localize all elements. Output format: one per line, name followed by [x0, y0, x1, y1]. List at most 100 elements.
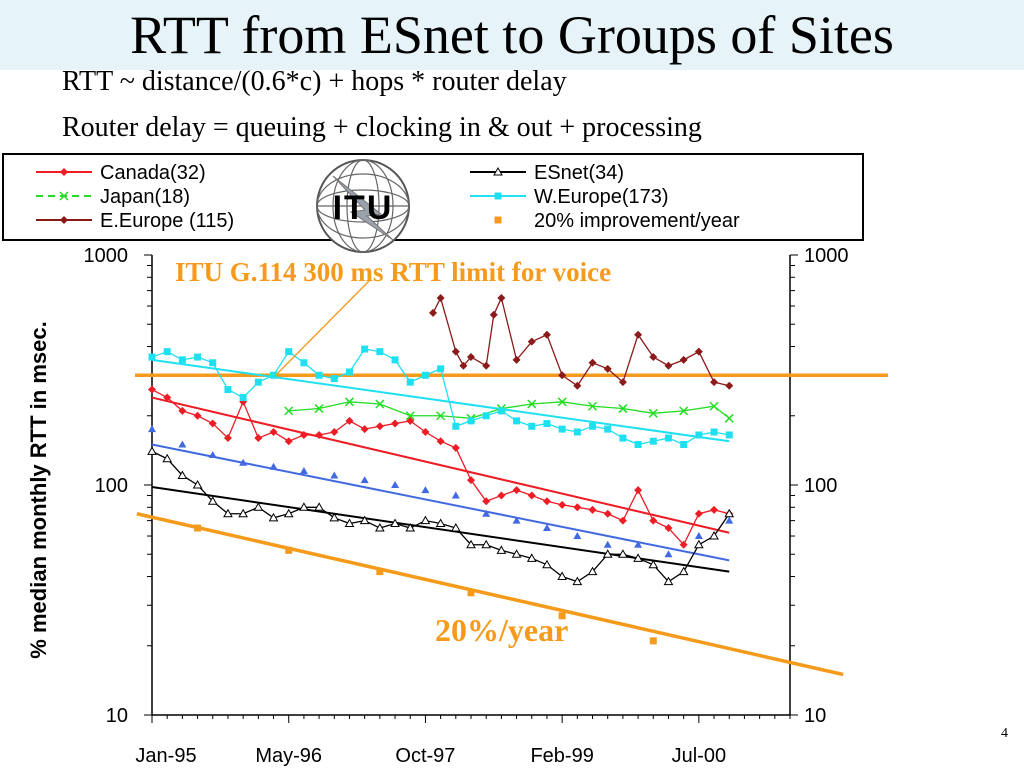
legend-label-japan: Japan(18): [100, 186, 190, 208]
eeurope-point: [603, 364, 612, 373]
esnet-point: [420, 515, 431, 525]
blue_series-point: [573, 532, 582, 540]
esnet-point: [587, 566, 598, 576]
eeurope-point: [459, 361, 468, 370]
esnet-series-line: [151, 450, 730, 583]
rate-annotation: 20%/year: [435, 612, 568, 648]
esnet-point: [192, 479, 203, 489]
x-tick-label: Jul-00: [672, 745, 726, 767]
blue_series-point: [269, 462, 278, 470]
canada-point: [254, 434, 263, 443]
weurope-point: [725, 431, 733, 439]
weurope-point: [406, 378, 414, 386]
weurope-point: [163, 348, 171, 356]
weurope-point: [528, 422, 536, 430]
canada-point: [573, 503, 582, 512]
esnet-point: [693, 539, 704, 549]
canada-point: [193, 411, 202, 420]
esnet-point: [633, 553, 643, 562]
canada-point: [406, 416, 415, 425]
canada-point: [451, 443, 460, 452]
eeurope-point: [634, 330, 643, 339]
canada-point: [421, 427, 430, 436]
canada-point: [360, 425, 369, 434]
weurope-point: [345, 368, 353, 376]
x-tick-label: Oct-97: [395, 745, 455, 767]
eeurope-point: [542, 330, 551, 339]
voice-limit-annotation: ITU G.114 300 ms RTT limit for voice: [175, 257, 611, 287]
weurope-point: [558, 425, 566, 433]
improvement-point: [649, 637, 657, 645]
legend-marker-esnet: [493, 166, 503, 176]
weurope-point: [573, 428, 581, 436]
canada-point: [178, 406, 187, 415]
legend-marker-weurope: [494, 192, 502, 200]
japan-point: [709, 401, 719, 411]
weurope-point: [634, 440, 642, 448]
eeurope-point: [512, 355, 521, 364]
esnet-point: [724, 508, 735, 518]
weurope-point: [437, 365, 445, 373]
weurope-point: [680, 440, 688, 448]
eeurope-point: [618, 378, 627, 387]
title-bar: [0, 0, 1024, 70]
legend-label-esnet: ESnet(34): [534, 162, 624, 184]
japan-point: [344, 397, 355, 407]
canada-point: [284, 437, 293, 446]
improvement-point: [376, 568, 384, 576]
esnet-point: [511, 549, 522, 558]
eeurope-point: [649, 353, 658, 362]
canada-point: [269, 427, 278, 436]
japan-series-line: [288, 401, 730, 419]
canada-point: [603, 509, 612, 518]
japan-point: [557, 397, 567, 407]
esnet-point: [663, 576, 674, 586]
blue_series-point: [391, 481, 400, 488]
blue_series-point: [178, 440, 187, 448]
legend-marker-eeurope: [60, 216, 68, 224]
eeurope-point: [573, 381, 582, 390]
eeurope-point: [436, 294, 445, 303]
canada-point: [694, 509, 703, 518]
blue_series-point: [542, 524, 551, 532]
esnet-point: [542, 559, 552, 569]
router-delay-line: Router delay = queuing + clocking in & o…: [62, 112, 702, 143]
weurope-point: [376, 348, 384, 356]
improvement-point: [558, 612, 566, 620]
japan-point: [679, 406, 689, 416]
canada-point: [542, 497, 551, 506]
weurope-point: [330, 375, 338, 383]
blue_series-point: [482, 509, 491, 517]
legend-box: [2, 153, 864, 241]
legend-marker-japan: [59, 191, 69, 201]
blue_series-point: [451, 491, 460, 499]
weurope-point: [604, 425, 612, 433]
japan-point: [648, 408, 658, 418]
eeurope-point: [588, 358, 597, 367]
canada-point: [664, 524, 673, 533]
japan-point: [724, 413, 734, 423]
esnet-point: [405, 523, 416, 532]
esnet-point: [557, 571, 568, 581]
canada-point: [618, 516, 627, 525]
canada-point: [148, 385, 156, 394]
weurope-point: [497, 407, 505, 415]
canada-point: [375, 422, 384, 431]
weurope-point: [391, 356, 399, 364]
esnet-point: [435, 518, 446, 528]
canada-point: [299, 430, 308, 439]
blue_series-point: [239, 458, 248, 466]
blue_series-point: [208, 451, 217, 459]
weurope-point: [315, 371, 323, 379]
eeurope-point: [694, 347, 703, 356]
weurope-point: [178, 356, 186, 364]
itu-lightning: [332, 175, 394, 241]
esnet-point: [572, 576, 583, 586]
x-tick-label: Jan-95: [135, 745, 196, 767]
esnet-point: [299, 502, 309, 511]
canada-point: [649, 516, 658, 525]
japan-point: [314, 404, 324, 414]
canada-point: [679, 540, 688, 549]
esnet-point: [177, 470, 188, 479]
